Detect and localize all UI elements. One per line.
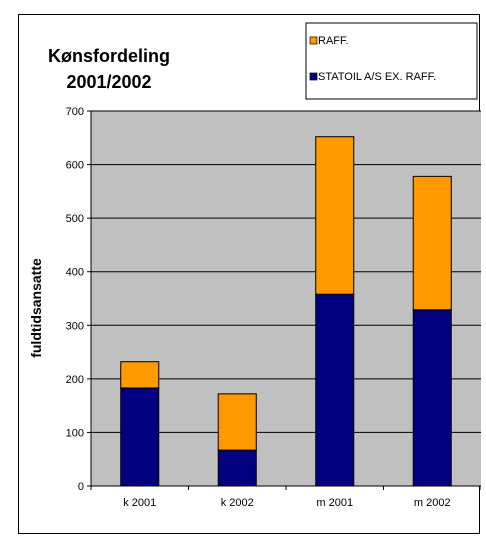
y-tick-label: 0 [78,481,84,493]
plot-area: 0 100 200 300 400 500 600 700 k 2001 k 2002 m 2001… [66,106,481,509]
y-tick-label: 200 [66,374,84,386]
bar-statoil [412,309,452,487]
y-tick-label: 600 [66,160,84,172]
chart-svg: Kønsfordeling 2001/2002 RAFF. STATOIL A/… [28,22,481,509]
bar-raff [412,175,452,311]
legend: RAFF. STATOIL A/S EX. RAFF. [305,22,478,100]
legend-swatch-statoil [309,72,318,81]
y-tick-label: 700 [66,106,84,118]
legend-label-raff: RAFF. [318,35,349,47]
x-tick-label: m 2002 [414,497,451,509]
bar-raff [217,393,257,451]
bar-statoil [120,387,160,487]
legend-box [305,22,478,100]
y-tick-label: 500 [66,213,84,225]
bar-raff [120,361,160,389]
bar-statoil [217,449,257,487]
x-tick-label: k 2001 [123,497,156,509]
y-tick-label: 100 [66,427,84,439]
chart-title-line2: 2001/2002 [66,72,151,92]
bar-statoil [315,293,355,487]
bar-raff [315,136,355,295]
chart-title-line1: Kønsfordeling [48,46,170,66]
legend-swatch-raff [309,36,318,45]
chart-frame: Kønsfordeling 2001/2002 RAFF. STATOIL A/… [18,14,481,534]
y-axis-label: fuldtidsansatte [28,258,44,358]
x-tick-label: k 2002 [221,497,254,509]
x-tick-label: m 2001 [316,497,353,509]
y-tick-label: 400 [66,267,84,279]
y-tick-label: 300 [66,320,84,332]
legend-label-statoil: STATOIL A/S EX. RAFF. [318,71,436,83]
